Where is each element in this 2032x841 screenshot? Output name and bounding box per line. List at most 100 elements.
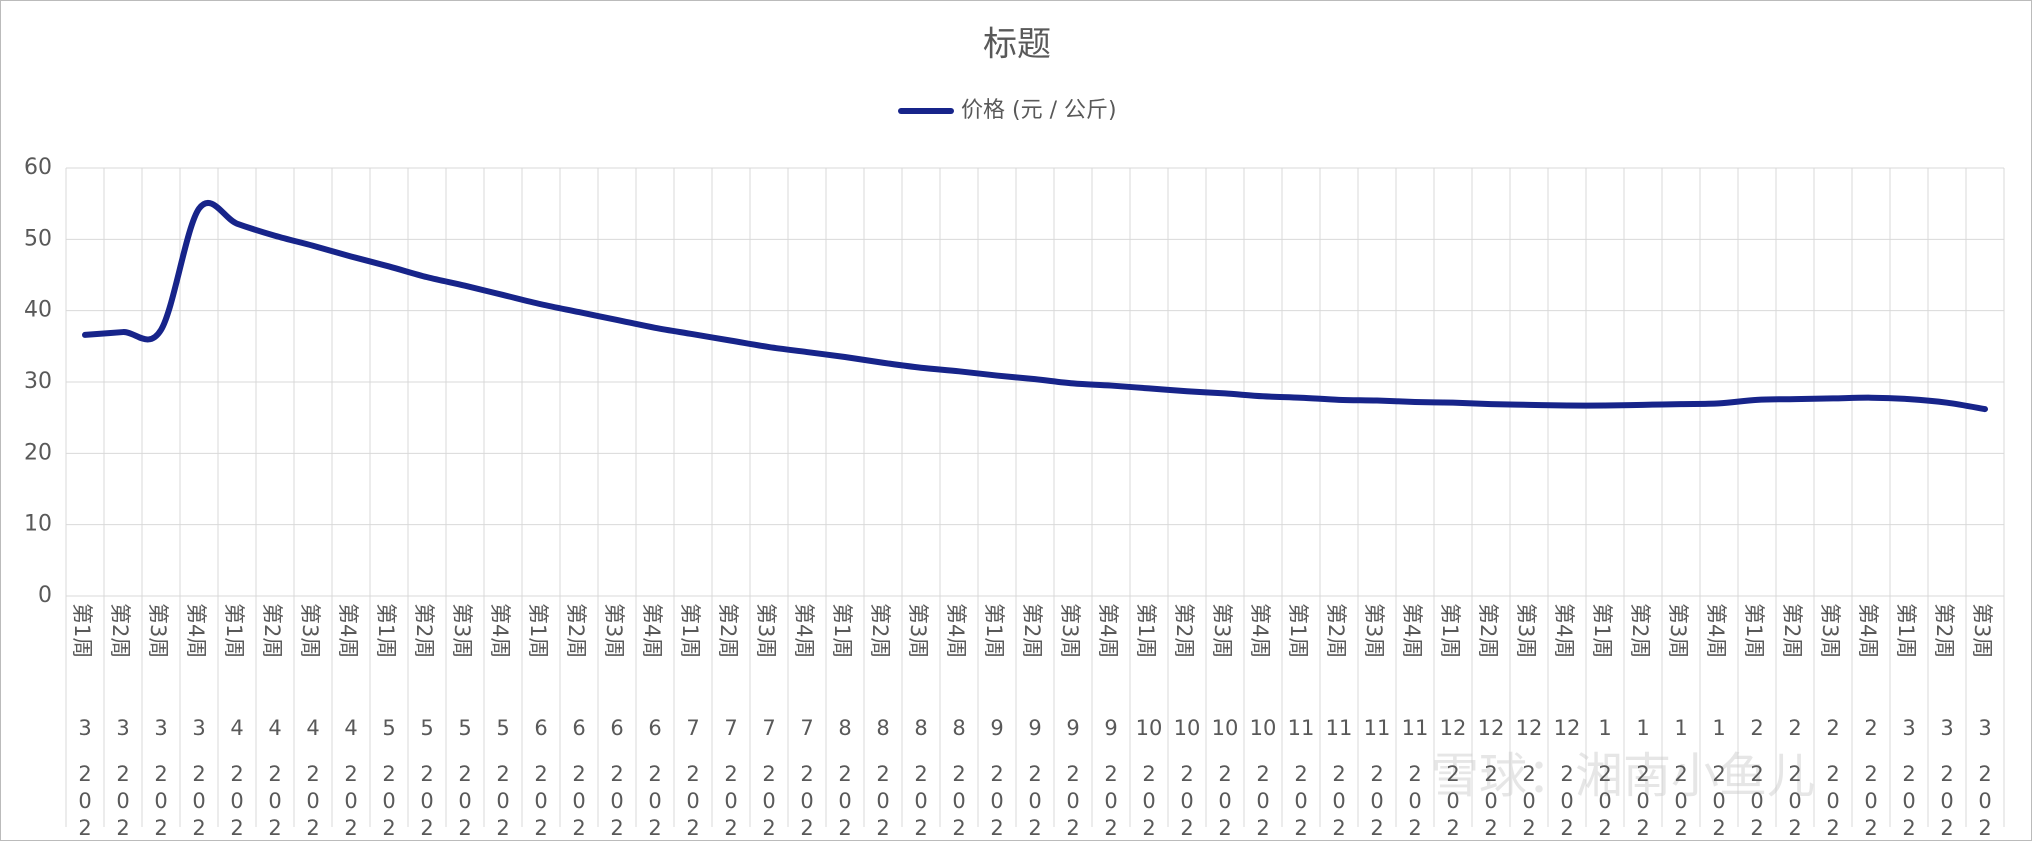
x-month-label: 12 xyxy=(1439,716,1467,740)
y-tick-label: 50 xyxy=(24,226,52,251)
x-year-label: 2025 xyxy=(534,762,548,840)
x-week-label: 第1周 xyxy=(1286,603,1310,659)
x-week-label: 第4周 xyxy=(1856,603,1880,659)
x-week-label: 第1周 xyxy=(1134,603,1158,659)
x-month-label: 2 xyxy=(1826,716,1840,740)
x-month-label: 4 xyxy=(268,716,282,740)
x-week-label: 第2周 xyxy=(1628,603,1652,659)
x-week-label: 第3周 xyxy=(146,603,170,659)
x-week-label: 第3周 xyxy=(298,603,322,659)
x-month-label: 1 xyxy=(1598,716,1612,740)
x-week-label: 第1周 xyxy=(1438,603,1462,659)
x-week-label: 第2周 xyxy=(868,603,892,659)
x-month-label: 10 xyxy=(1211,716,1239,740)
x-week-label: 第2周 xyxy=(1020,603,1044,659)
x-year-label: 2025 xyxy=(1522,762,1536,840)
x-week-label: 第2周 xyxy=(412,603,436,659)
y-tick-label: 60 xyxy=(24,155,52,180)
x-week-label: 第1周 xyxy=(374,603,398,659)
x-year-label: 2025 xyxy=(1484,762,1498,840)
x-month-label: 7 xyxy=(800,716,814,740)
x-year-label: 2025 xyxy=(192,762,206,840)
x-week-label: 第2周 xyxy=(1932,603,1956,659)
x-week-label: 第3周 xyxy=(1210,603,1234,659)
x-year-label: 2026 xyxy=(1598,762,1612,840)
x-month-label: 11 xyxy=(1287,716,1315,740)
x-year-label: 2026 xyxy=(1674,762,1688,840)
x-week-label: 第3周 xyxy=(1058,603,1082,659)
x-year-label: 2025 xyxy=(116,762,130,840)
x-month-label: 12 xyxy=(1515,716,1543,740)
x-month-label: 6 xyxy=(648,716,662,740)
x-month-label: 2 xyxy=(1750,716,1764,740)
x-year-label: 2026 xyxy=(1902,762,1916,840)
x-year-label: 2025 xyxy=(306,762,320,840)
x-year-label: 2025 xyxy=(458,762,472,840)
x-week-label: 第3周 xyxy=(450,603,474,659)
x-year-label: 2026 xyxy=(1788,762,1802,840)
x-year-label: 2026 xyxy=(1826,762,1840,840)
x-month-label: 3 xyxy=(1902,716,1916,740)
x-week-label: 第2周 xyxy=(1172,603,1196,659)
x-year-label: 2026 xyxy=(1864,762,1878,840)
x-week-label: 第1周 xyxy=(222,603,246,659)
x-month-label: 2 xyxy=(1864,716,1878,740)
x-month-label: 2 xyxy=(1788,716,1802,740)
x-week-label: 第3周 xyxy=(906,603,930,659)
x-month-label: 7 xyxy=(724,716,738,740)
x-month-label: 1 xyxy=(1636,716,1650,740)
x-week-label: 第1周 xyxy=(1742,603,1766,659)
x-week-label: 第4周 xyxy=(488,603,512,659)
y-tick-label: 30 xyxy=(24,369,52,394)
x-year-label: 2025 xyxy=(952,762,966,840)
x-week-label: 第4周 xyxy=(184,603,208,659)
x-year-label: 2025 xyxy=(686,762,700,840)
x-year-label: 2025 xyxy=(1218,762,1232,840)
x-year-label: 2025 xyxy=(1294,762,1308,840)
x-month-label: 1 xyxy=(1712,716,1726,740)
x-month-label: 3 xyxy=(1940,716,1954,740)
x-month-label: 9 xyxy=(1066,716,1080,740)
x-month-label: 9 xyxy=(990,716,1004,740)
y-tick-label: 10 xyxy=(24,512,52,537)
x-month-label: 5 xyxy=(496,716,510,740)
x-week-label: 第4周 xyxy=(944,603,968,659)
x-year-label: 2025 xyxy=(1560,762,1574,840)
x-week-label: 第2周 xyxy=(1324,603,1348,659)
x-year-label: 2025 xyxy=(1256,762,1270,840)
x-year-label: 2025 xyxy=(648,762,662,840)
x-month-label: 8 xyxy=(914,716,928,740)
x-month-label: 10 xyxy=(1173,716,1201,740)
x-month-label: 11 xyxy=(1401,716,1429,740)
x-year-label: 2025 xyxy=(382,762,396,840)
x-year-label: 2025 xyxy=(800,762,814,840)
x-week-label: 第3周 xyxy=(1818,603,1842,659)
x-year-label: 2025 xyxy=(420,762,434,840)
x-month-label: 10 xyxy=(1135,716,1163,740)
x-year-label: 2026 xyxy=(1636,762,1650,840)
x-month-label: 3 xyxy=(116,716,130,740)
x-week-label: 第4周 xyxy=(792,603,816,659)
x-year-label: 2025 xyxy=(914,762,928,840)
x-year-label: 2025 xyxy=(572,762,586,840)
x-year-label: 2025 xyxy=(1180,762,1194,840)
x-month-label: 4 xyxy=(230,716,244,740)
x-week-label: 第2周 xyxy=(1476,603,1500,659)
x-week-label: 第4周 xyxy=(1400,603,1424,659)
x-month-label: 12 xyxy=(1553,716,1581,740)
x-month-label: 5 xyxy=(458,716,472,740)
x-year-label: 2026 xyxy=(1978,762,1992,840)
x-week-label: 第2周 xyxy=(108,603,132,659)
x-week-label: 第2周 xyxy=(564,603,588,659)
x-month-label: 6 xyxy=(572,716,586,740)
legend-label: 价格 (元 / 公斤) xyxy=(961,98,1117,123)
x-month-label: 9 xyxy=(1028,716,1042,740)
x-week-label: 第1周 xyxy=(678,603,702,659)
x-week-label: 第4周 xyxy=(336,603,360,659)
x-week-label: 第1周 xyxy=(830,603,854,659)
x-year-label: 2025 xyxy=(838,762,852,840)
line-series xyxy=(82,199,1988,413)
x-month-label: 3 xyxy=(154,716,168,740)
